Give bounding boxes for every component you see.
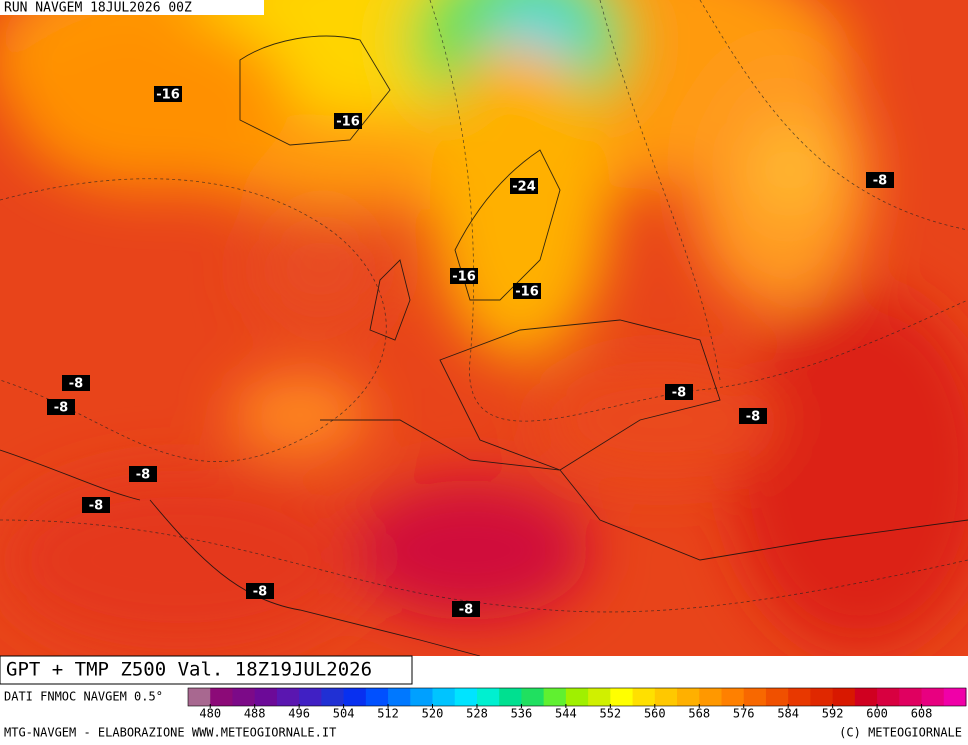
colorbar-tick-label: 520 [422,707,444,721]
contour-label-box [513,283,541,299]
contour-label-box [246,583,274,599]
contour-label-box [129,466,157,482]
colorbar-swatch [654,688,678,706]
contour-label: -8 [873,174,887,189]
contour-label: -16 [156,88,180,103]
colorbar-swatch [810,688,834,706]
colorbar-swatch [321,688,345,706]
contour-label-box [866,172,894,188]
legend-source: DATI FNMOC NAVGEM 0.5° [4,690,163,704]
footer-left: MTG-NAVGEM - ELABORAZIONE WWW.METEOGIORN… [4,726,336,740]
colorbar-swatch [921,688,945,706]
contour-label-box [82,497,110,513]
colorbar-tick-label: 496 [288,707,310,721]
caption-box [0,655,413,685]
colorbar-swatch [476,688,500,706]
colorbar-swatch [632,688,656,706]
colorbar-swatch [788,688,811,706]
contour-label-box [154,86,182,102]
contour-label-box [510,178,538,194]
contour-label-box [47,399,75,415]
footer-right: (C) METEOGIORNALE [839,726,962,740]
colorbar-swatch [854,688,878,706]
colorbar-swatch [743,688,767,706]
colorbar-tick-label: 608 [911,707,933,721]
colorbar-swatch [232,688,256,706]
colorbar-swatch [877,688,900,706]
colorbar-swatch [188,688,211,706]
colorbar-tick-label: 584 [777,707,799,721]
colorbar-tick-label: 592 [822,707,844,721]
colorbar-tick-label: 560 [644,707,666,721]
colorbar-swatch [365,688,389,706]
colorbar-swatch [832,688,856,706]
colorbar-swatch [610,688,634,706]
colorbar-tick-label: 552 [599,707,621,721]
contour-label-box [450,268,478,284]
contour-label: -8 [136,468,150,483]
colorbar-swatch [521,688,545,706]
colorbar-tick-label: 504 [333,707,355,721]
colorbar-swatch [699,688,722,706]
contour-label: -8 [69,377,83,392]
contour-label: -16 [515,285,539,300]
colorbar-swatch [254,688,278,706]
colorbar-swatch [543,688,567,706]
colorbar-swatch [943,688,967,706]
colorbar-tick-label: 536 [511,707,533,721]
colorbar-swatch [899,688,923,706]
contour-label: -8 [746,410,760,425]
contour-label: -8 [672,386,686,401]
colorbar-tick-label: 600 [866,707,888,721]
contour-label: -8 [89,499,103,514]
run-box [0,0,264,15]
map [0,0,968,656]
colorbar-frame [187,687,967,707]
colorbar-swatch [432,688,456,706]
colorbar-swatch [765,688,789,706]
contour-label-box [665,384,693,400]
colorbar-swatch [588,688,611,706]
run-label: RUN NAVGEM 18JUL2026 00Z [4,1,192,16]
contour-label: -16 [452,270,476,285]
colorbar-tick-label: 544 [555,707,577,721]
colorbar-tick-label: 576 [733,707,755,721]
colorbar-swatch [499,688,522,706]
colorbar-tick-label: 568 [688,707,710,721]
colorbar-tick-label: 480 [199,707,221,721]
contour-label: -8 [459,603,473,618]
colorbar-swatch [210,688,233,706]
contour-label: -16 [336,115,360,130]
contour-label-box [62,375,90,391]
contour-label-box [739,408,767,424]
colorbar-swatch [299,688,322,706]
colorbar-swatch [565,688,589,706]
colorbar-tick-label: 488 [244,707,266,721]
colorbar-swatch [410,688,434,706]
contour-label: -8 [54,401,68,416]
contour-label: -24 [512,180,536,195]
colorbar-tick-label: 528 [466,707,488,721]
colorbar-swatch [343,688,367,706]
colorbar-swatch [388,688,411,706]
contour-label-box [334,113,362,129]
contour-label-box [452,601,480,617]
colorbar-swatch [721,688,745,706]
colorbar-swatch [677,688,700,706]
colorbar-swatch [454,688,478,706]
caption: GPT + TMP Z500 Val. 18Z19JUL2026 [6,659,372,681]
colorbar-swatch [276,688,300,706]
colorbar-tick-label: 512 [377,707,399,721]
contour-label: -8 [253,585,267,600]
